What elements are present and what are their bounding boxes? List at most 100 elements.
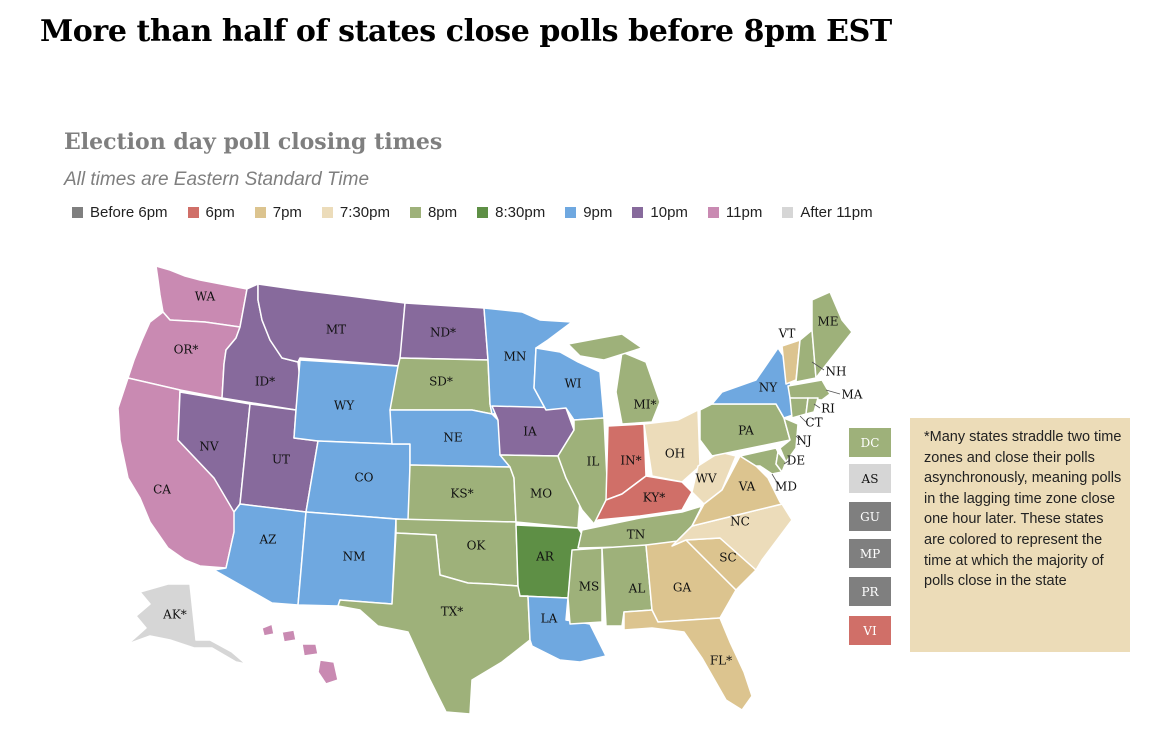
- legend-swatch: [321, 207, 333, 218]
- legend-label: 7:30pm: [339, 204, 390, 221]
- label-fl: FL*: [710, 654, 732, 668]
- legend-swatch: [477, 207, 489, 218]
- leader-ct: [799, 415, 807, 423]
- state-ri: [805, 397, 819, 415]
- label-ms: MS: [579, 580, 600, 594]
- label-ca: CA: [153, 483, 171, 497]
- label-ma: MA: [842, 388, 863, 402]
- label-wv: WV: [696, 472, 717, 486]
- label-ia: IA: [523, 425, 537, 439]
- state-tx: [337, 532, 531, 715]
- leader-de: [783, 459, 791, 465]
- legend-label: 10pm: [650, 204, 688, 221]
- label-va: VA: [738, 480, 756, 494]
- label-ct: CT: [805, 416, 822, 430]
- state-mi: [615, 351, 661, 425]
- legend-swatch: [632, 207, 644, 218]
- label-nv: NV: [199, 440, 219, 454]
- legend-item-830pm: 8:30pm: [477, 204, 545, 221]
- legend-item-7pm: 7pm: [254, 204, 302, 221]
- legend-item-before-6pm: Before 6pm: [72, 204, 168, 221]
- legend-label: 6pm: [205, 204, 235, 221]
- legend-item-8pm: 8pm: [409, 204, 458, 221]
- hi-island-kauai: [261, 623, 275, 637]
- legend-label: 7pm: [272, 204, 302, 221]
- label-de: DE: [787, 454, 805, 468]
- territory-gu: GU: [849, 502, 891, 531]
- label-mi: MI*: [633, 398, 656, 412]
- state-ky: [593, 475, 693, 525]
- label-ar: AR: [535, 550, 555, 564]
- label-or: OR*: [174, 343, 199, 357]
- state-mi-upper: [567, 333, 643, 361]
- legend-swatch: [782, 207, 794, 218]
- hi-island-maui: [301, 643, 319, 657]
- label-ks: KS*: [450, 487, 473, 501]
- hi-island-big: [317, 659, 339, 685]
- label-mn: MN: [504, 350, 527, 364]
- state-ma: [787, 379, 831, 401]
- territory-pr: PR: [849, 577, 891, 606]
- page-title: More than half of states close polls bef…: [40, 14, 892, 49]
- label-wi: WI: [564, 377, 581, 391]
- label-ky: KY*: [643, 491, 666, 505]
- leader-ma: [825, 389, 841, 395]
- hi-island-oahu: [281, 629, 297, 643]
- legend-item-9pm: 9pm: [565, 204, 612, 221]
- legend-label: 9pm: [583, 204, 613, 221]
- label-co: CO: [354, 471, 373, 485]
- label-mt: MT: [326, 323, 346, 337]
- label-me: ME: [817, 315, 838, 329]
- footnote-box: *Many states straddle two time zones and…: [910, 418, 1130, 652]
- label-ok: OK: [467, 539, 487, 553]
- label-mo: MO: [530, 487, 552, 501]
- label-ne: NE: [443, 431, 462, 445]
- state-fl: [623, 609, 753, 711]
- label-md: MD: [775, 480, 797, 494]
- label-il: IL: [587, 455, 600, 469]
- state-me: [811, 291, 853, 379]
- label-ut: UT: [272, 453, 290, 467]
- legend-item-730pm: 7:30pm: [321, 204, 390, 221]
- label-ny: NY: [759, 381, 779, 395]
- legend-item-after-11pm: After 11pm: [782, 204, 873, 221]
- state-il: [557, 417, 609, 525]
- leader-ri: [813, 403, 821, 409]
- label-nc: NC: [730, 515, 750, 529]
- legend-label: 8:30pm: [495, 204, 546, 221]
- territory-dc: DC: [849, 428, 891, 457]
- leader-nh: [811, 361, 825, 371]
- state-mt: [257, 283, 406, 367]
- label-nd: ND*: [430, 326, 456, 340]
- chart-title: Election day poll closing times: [64, 129, 443, 155]
- legend-swatch: [187, 207, 199, 218]
- territory-mp: MP: [849, 539, 891, 568]
- label-ak: AK*: [162, 608, 187, 622]
- legend-item-10pm: 10pm: [632, 204, 688, 221]
- legend-label: 11pm: [725, 204, 763, 221]
- footnote-text: *Many states straddle two time zones and…: [924, 429, 1122, 590]
- label-nh: NH: [826, 365, 847, 379]
- label-wy: WY: [334, 399, 355, 413]
- legend-label: Before 6pm: [90, 204, 168, 221]
- label-ri: RI: [821, 402, 835, 416]
- state-de: [775, 451, 787, 473]
- territory-as: AS: [849, 464, 891, 493]
- state-hi: [261, 623, 339, 685]
- label-wa: WA: [195, 290, 216, 304]
- state-la: [519, 595, 607, 663]
- label-pa: PA: [738, 424, 754, 438]
- label-tx: TX*: [441, 605, 464, 619]
- label-tn: TN: [627, 528, 646, 542]
- legend: Before 6pm 6pm 7pm 7:30pm 8pm 8:30pm 9pm…: [72, 204, 893, 221]
- legend-swatch: [409, 207, 421, 218]
- label-oh: OH: [665, 447, 685, 461]
- label-sd: SD*: [429, 375, 453, 389]
- legend-label: 8pm: [427, 204, 458, 221]
- state-ms: [567, 547, 603, 625]
- label-nj: NJ: [796, 434, 812, 448]
- legend-swatch: [565, 207, 577, 218]
- chart-subtitle: All times are Eastern Standard Time: [64, 169, 370, 190]
- label-id: ID*: [255, 375, 275, 389]
- territory-vi: VI: [849, 616, 891, 645]
